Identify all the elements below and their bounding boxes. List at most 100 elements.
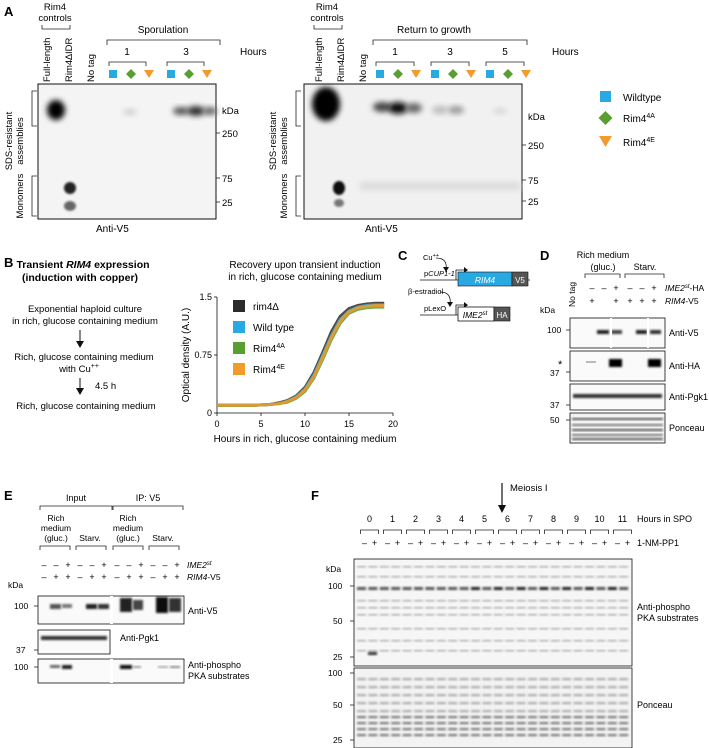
- legend-series-label: rim4∆: [253, 302, 279, 313]
- d-blot-v5-label: Anti-V5: [669, 328, 699, 338]
- blot-d-ha: [569, 350, 666, 382]
- d-ime2-sign: –: [601, 283, 606, 293]
- sds-label-line1: SDS-resistant: [4, 111, 15, 170]
- f-drug-minus: –: [523, 538, 528, 548]
- controls-bracket: [41, 25, 71, 30]
- legend-rim4-4e-triangle-icon: [599, 136, 612, 147]
- panel-b-title-line2: (induction with copper): [22, 272, 138, 284]
- e-starv-1: Starv.: [79, 533, 101, 543]
- f-hour-label: 6: [505, 514, 510, 524]
- f-hour-label: 3: [436, 514, 441, 524]
- e-ime2-sign: +: [101, 560, 106, 570]
- e-kda: kDa: [8, 580, 23, 590]
- rtg-hour-3: 3: [447, 47, 453, 58]
- rim4-4e-triangle-icon: [466, 70, 476, 78]
- f-marker-25-top: 25: [333, 652, 343, 662]
- f-timepoints-header: 0– +1– +2– +3– +4– +5– +6– +7– +8– +9– +10– +11– +: [360, 514, 632, 548]
- f-marker-100-bottom: 100: [328, 668, 342, 678]
- legend-series-label: Rim44A: [253, 343, 285, 355]
- y-tick-label: 1.5: [199, 292, 212, 302]
- f-marker-25-bottom: 25: [333, 735, 343, 745]
- rim4-4e-triangle-icon: [521, 70, 531, 78]
- f-drug-plus: +: [441, 538, 446, 548]
- f-hour-label: 8: [551, 514, 556, 524]
- lane-full-length: Full-length: [42, 38, 53, 82]
- d-starv: Starv.: [634, 262, 657, 272]
- workflow-step1-line2: in rich, glucose containing medium: [12, 316, 158, 327]
- e-input-label: Input: [66, 493, 87, 503]
- d-rim4-sign: +: [627, 296, 632, 306]
- legend-swatch: [233, 342, 245, 354]
- legend-wildtype-square-icon: [600, 91, 611, 102]
- rim4-4a-diamond-icon: [448, 69, 458, 79]
- e-rich-1c: (gluc.): [44, 533, 68, 543]
- legend-a: Wildtype Rim44A Rim44E: [598, 91, 662, 149]
- meiosis-label: Meiosis I: [510, 483, 547, 494]
- d-kda: kDa: [540, 305, 555, 315]
- panel-label-e: E: [4, 488, 13, 503]
- blot-a-right: [303, 83, 523, 220]
- panel-b-title: Transient RIM4 expression: [16, 259, 149, 271]
- lane-rim4-didr: Rim4∆IDR: [64, 38, 75, 82]
- f-hour-label: 5: [482, 514, 487, 524]
- d-ime2-sign: +: [613, 283, 618, 293]
- v5-tag-box: [511, 271, 529, 287]
- f-drug-plus: +: [418, 538, 423, 548]
- e-ime2-sign: +: [174, 560, 179, 570]
- workflow-step2-line1: Rich, glucose containing medium: [14, 352, 153, 363]
- workflow-step1-line1: Exponential haploid culture: [28, 304, 142, 315]
- f-hour-label: 7: [528, 514, 533, 524]
- legend-wildtype-label: Wildtype: [623, 93, 662, 104]
- legend-series-label: Rim44E: [253, 364, 285, 376]
- f-drug-plus: +: [510, 538, 515, 548]
- f-hour-label: 10: [594, 514, 604, 524]
- panel-label-a: A: [4, 4, 14, 19]
- workflow-step2-line2: with Cu++: [58, 363, 99, 375]
- d-marker-100: 100: [547, 325, 561, 335]
- f-drug-plus: +: [487, 538, 492, 548]
- hours-label-right: Hours: [552, 47, 579, 58]
- ha-tag-box: [493, 306, 511, 322]
- rtg-hour-1: 1: [392, 47, 398, 58]
- monomers-bracket: [31, 175, 37, 217]
- e-marker-100a: 100: [14, 601, 28, 611]
- f-drug-plus: +: [625, 538, 630, 548]
- e-rim4-sign: –: [77, 572, 82, 582]
- d-rim4-sign: +: [613, 296, 618, 306]
- lane-rim4-didr-right: Rim4∆IDR: [336, 38, 347, 82]
- strain-symbols-right: [376, 69, 531, 79]
- e-genotype-rows: – – + – – + – – + – – +– + + – + + – + + – + +: [41, 560, 179, 582]
- e-rich-2b: medium: [113, 523, 143, 533]
- d-asterisk: *: [558, 359, 563, 371]
- kda-label-left: kDa: [222, 106, 240, 117]
- legend-rim4-4e-label: Rim44E: [623, 137, 655, 149]
- return-to-growth-label: Return to growth: [397, 25, 471, 36]
- e-ime2-sign: –: [114, 560, 119, 570]
- rtg-hour-5: 5: [502, 47, 508, 58]
- e-rim4-sign: +: [101, 572, 106, 582]
- d-no-tag: No tag: [567, 282, 577, 307]
- f-blot1-label-line1: Anti-phospho: [637, 602, 690, 612]
- rim4-4e-triangle-icon: [411, 70, 421, 78]
- chart-title-line2: in rich, glucose containing medium: [228, 272, 381, 283]
- e-blot-phospho-label-line2: PKA substrates: [188, 671, 250, 681]
- rim4-controls-right-line1: Rim4: [316, 2, 338, 13]
- legend-swatch: [233, 321, 245, 333]
- legend-rim4-4a-label: Rim44A: [623, 113, 655, 125]
- rim4-controls-label-line1: Rim4: [44, 2, 66, 13]
- d-ime2-sign: –: [627, 283, 632, 293]
- e-blot-phospho-label-line1: Anti-phospho: [188, 660, 241, 670]
- e-ip-label: IP: V5: [136, 493, 161, 503]
- spo-bracket-3h: [166, 61, 205, 66]
- growth-curve-chart: 0 5 10 15 20 0 0.75 1.5 Hours in rich, glucose c…: [181, 292, 398, 445]
- f-hour-label: 2: [413, 514, 418, 524]
- d-ime2-sign: –: [589, 283, 594, 293]
- blot-e-phospho: [37, 658, 185, 684]
- sds-label-right-line1: SDS-resistant: [268, 111, 279, 170]
- marker-25-right: 25: [528, 197, 539, 208]
- d-genotype-rows: – – + – – ++ + + + +: [589, 283, 656, 306]
- blot-d-pgk1: [569, 383, 666, 411]
- f-drug-plus: +: [395, 538, 400, 548]
- workflow-time: 4.5 h: [95, 381, 116, 392]
- ime2-gene-label: IME2st: [463, 310, 488, 320]
